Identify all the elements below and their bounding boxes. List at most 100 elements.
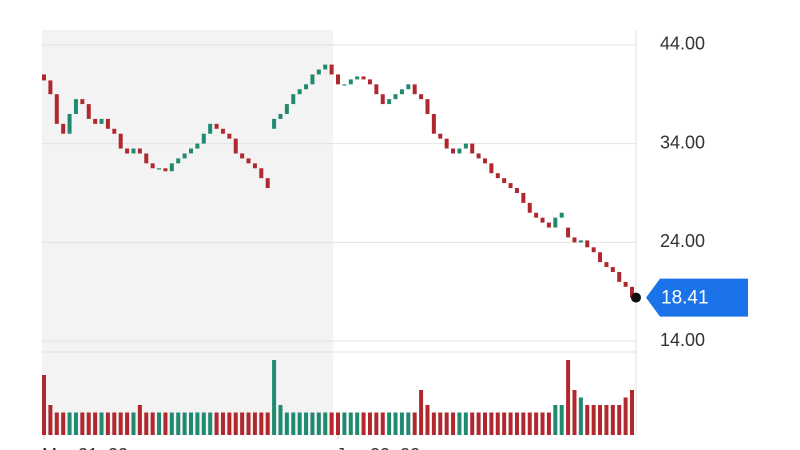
volume-bar [470, 412, 475, 435]
volume-bar [131, 412, 136, 435]
volume-bar [527, 412, 532, 435]
volume-bar [297, 412, 302, 435]
volume-bar [125, 412, 130, 435]
volume-bar [502, 412, 507, 435]
candle-body [48, 80, 53, 95]
volume-bar [80, 412, 85, 435]
volume-bar [399, 412, 404, 435]
candle-body [297, 89, 302, 95]
volume-bar [93, 412, 98, 435]
candle-body [393, 94, 398, 100]
candle-body [387, 99, 392, 105]
candle-body [169, 163, 174, 172]
volume-bar [329, 412, 334, 435]
candle-body [240, 153, 245, 159]
candle-body [93, 118, 98, 124]
candle-body [489, 163, 494, 174]
volume-bar [514, 412, 519, 435]
candle-body [137, 148, 142, 154]
candle-body [259, 168, 264, 179]
volume-bar [214, 412, 219, 435]
candle-body [623, 281, 628, 287]
volume-bar [591, 405, 596, 435]
volume-bar [438, 412, 443, 435]
candle-body [304, 84, 309, 90]
volume-bar [265, 412, 270, 435]
volume-bar [284, 412, 289, 435]
candle-body [419, 94, 424, 100]
volume-bar [483, 412, 487, 435]
volume-bar [598, 405, 603, 435]
candle-body [425, 99, 430, 114]
volume-bar [182, 412, 187, 435]
candle-body [508, 183, 513, 189]
volume-bar [316, 412, 321, 435]
volume-bar [342, 412, 347, 435]
shaded-period [42, 30, 333, 435]
candle-body [42, 74, 46, 81]
volume-bar [163, 412, 168, 435]
candle-body [540, 217, 545, 223]
volume-bar [227, 412, 232, 435]
candle-body [566, 227, 571, 238]
volume-bar [623, 397, 628, 435]
volume-bar [259, 412, 264, 435]
candle-body [118, 133, 123, 149]
candle-body [617, 271, 622, 282]
volume-bar [99, 412, 104, 435]
volume-bar [374, 412, 379, 435]
volume-bar [195, 412, 200, 435]
volume-bar [604, 405, 609, 435]
y-tick-label: 44.00 [660, 34, 705, 54]
candle-body [610, 267, 615, 272]
volume-bar [451, 412, 456, 435]
volume-bar [323, 412, 328, 435]
volume-bar [150, 412, 155, 435]
candle-body [195, 143, 200, 149]
candle-body [630, 286, 634, 298]
candle-body [220, 128, 225, 134]
volume-bar [336, 412, 340, 435]
volume-bar [419, 390, 424, 435]
candle-body [444, 138, 449, 149]
candle-body [585, 240, 590, 248]
volume-bar [67, 412, 72, 435]
volume-bar [489, 412, 494, 435]
volume-bar [355, 412, 360, 435]
volume-bar [412, 412, 417, 435]
candle-body [355, 76, 360, 80]
volume-bar [508, 412, 513, 435]
volume-bar [61, 412, 66, 435]
x-tick-label: Jun 20, 22 [336, 445, 420, 450]
candle-body [291, 94, 296, 105]
candle-body [182, 153, 187, 159]
candle-body [125, 148, 130, 154]
volume-bar [463, 412, 468, 435]
candle-body [201, 133, 206, 144]
candle-body [265, 178, 270, 189]
candle-body [495, 173, 500, 179]
volume-bar [233, 412, 238, 435]
volume-bar [246, 412, 251, 435]
candle-body [367, 79, 372, 85]
candle-body [150, 163, 155, 169]
candle-body [272, 118, 277, 129]
price-tag [646, 278, 748, 317]
volume-bar [157, 412, 162, 435]
volume-bar [220, 412, 225, 435]
candle-body [112, 128, 117, 134]
candle-body [67, 113, 72, 134]
volume-bar [457, 412, 462, 435]
volume-bar [476, 412, 481, 435]
candle-body [61, 123, 66, 134]
candle-body [310, 74, 315, 85]
x-tick-label: Mar 21, 22 [42, 445, 128, 450]
volume-bar [176, 412, 181, 435]
volume-bar [387, 412, 392, 435]
candle-body [189, 148, 193, 154]
candle-body [105, 118, 110, 129]
candle-body [144, 153, 149, 164]
volume-bar [272, 360, 277, 435]
volume-bar [578, 397, 583, 435]
